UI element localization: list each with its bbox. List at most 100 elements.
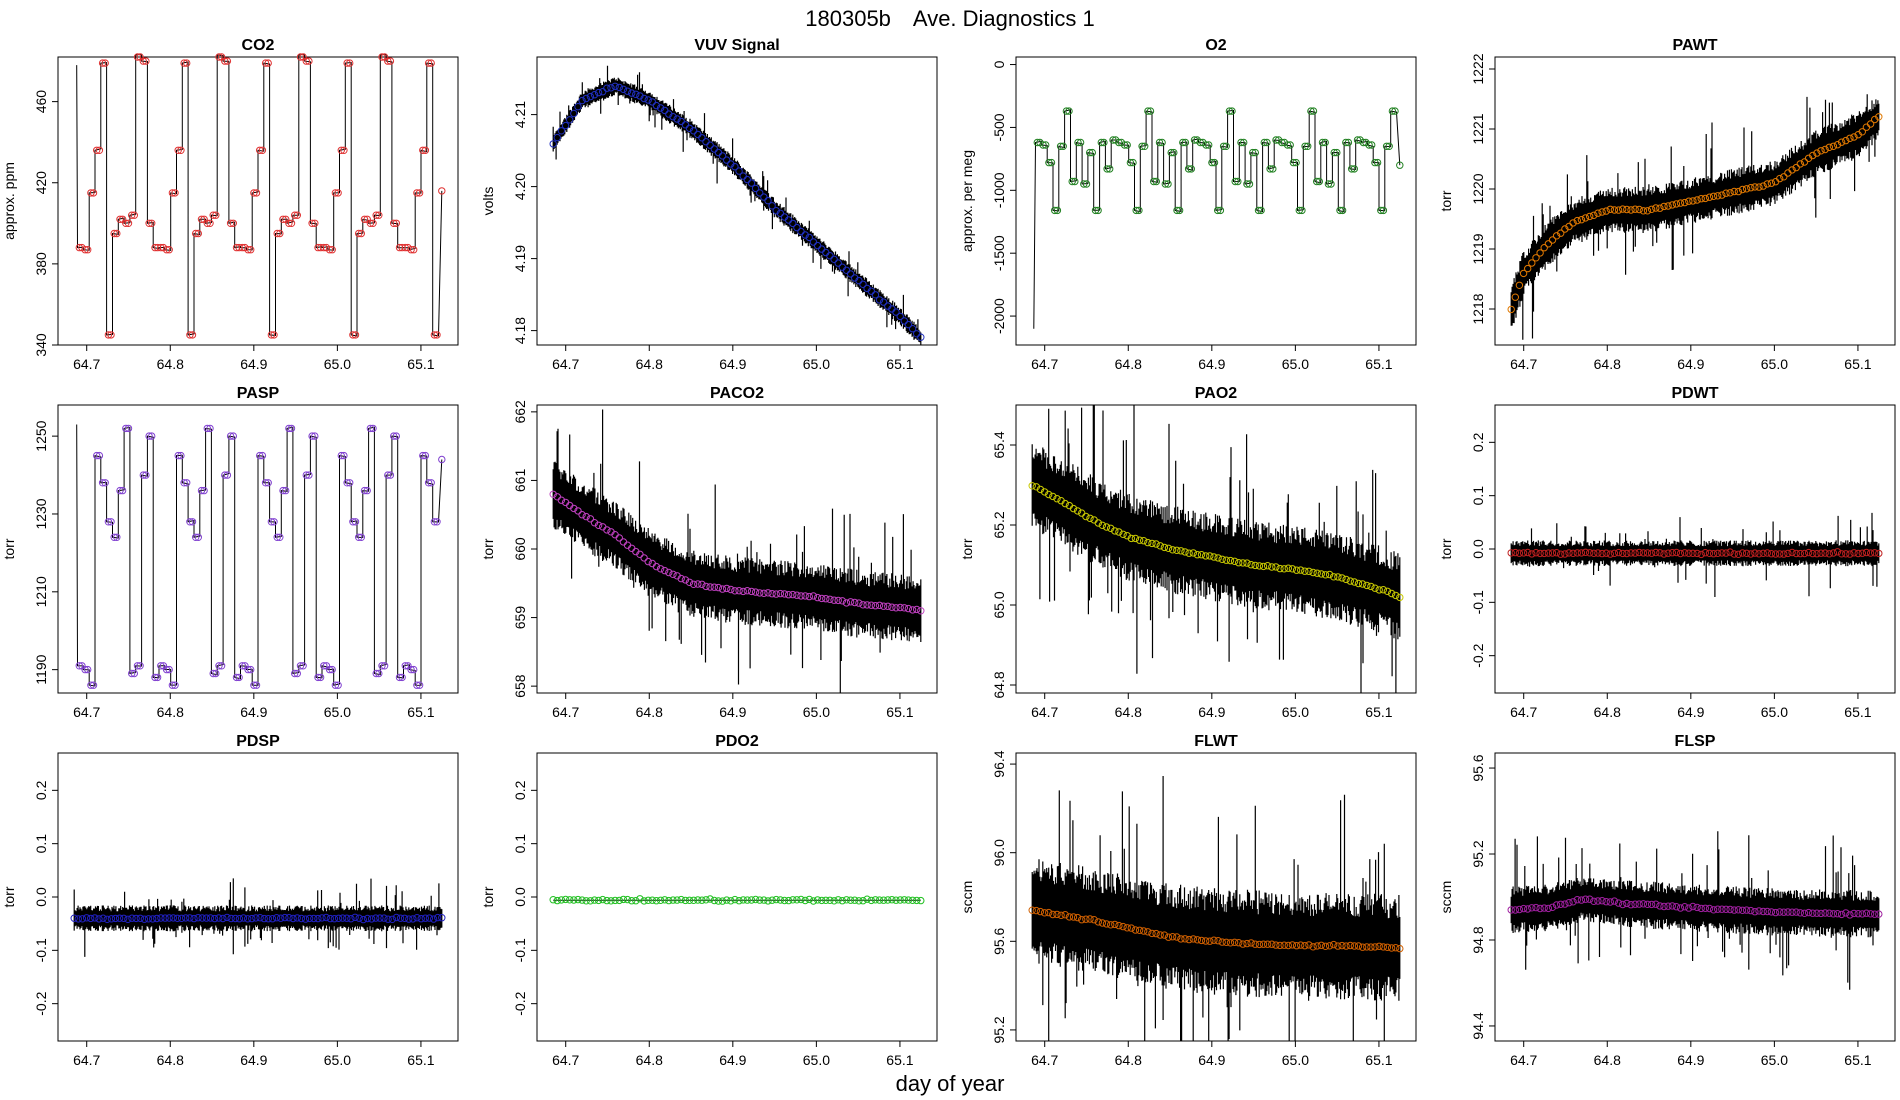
average-point — [1742, 549, 1751, 557]
average-point — [1862, 909, 1871, 917]
average-point — [603, 896, 611, 905]
average-point — [1344, 138, 1353, 147]
average-point — [1135, 536, 1144, 544]
average-point — [343, 914, 351, 922]
average-point — [247, 246, 255, 254]
average-point — [1042, 141, 1050, 149]
average-point — [1065, 107, 1073, 115]
average-point — [859, 897, 867, 905]
average-point — [1631, 549, 1639, 557]
average-point — [1155, 138, 1164, 147]
x-tick-label: 64.8 — [1594, 1052, 1621, 1068]
average-point — [1540, 549, 1548, 558]
x-tick-label: 65.0 — [1282, 704, 1309, 720]
average-point — [681, 576, 690, 584]
average-point — [1338, 206, 1347, 215]
average-point — [1647, 549, 1656, 557]
x-tick-label: 64.8 — [636, 1052, 663, 1068]
average-point — [1073, 913, 1082, 922]
average-point — [1656, 902, 1664, 910]
average-point — [334, 189, 342, 197]
average-point — [586, 92, 595, 101]
average-point — [1755, 550, 1763, 558]
y-tick-label: 95.2 — [1470, 840, 1486, 867]
average-point — [1829, 549, 1838, 557]
average-point — [632, 90, 640, 99]
average-point — [661, 566, 669, 575]
average-point — [830, 897, 838, 905]
average-point — [104, 331, 113, 339]
y-axis-label: torr — [1, 538, 17, 559]
average-point — [318, 914, 326, 922]
average-point — [904, 320, 913, 329]
average-point — [1120, 141, 1129, 149]
average-point — [177, 146, 185, 155]
average-point — [1342, 138, 1350, 147]
average-point — [652, 897, 661, 905]
average-point — [282, 486, 290, 495]
average-point — [1792, 908, 1800, 916]
average-point — [1586, 895, 1594, 903]
average-point — [1392, 591, 1400, 600]
average-point — [636, 895, 644, 903]
y-axis-label: approx. ppm — [1, 162, 17, 240]
average-point — [1091, 206, 1100, 215]
average-point — [751, 895, 760, 904]
y-tick-label: 4.18 — [512, 317, 528, 344]
average-point — [355, 229, 363, 238]
average-point — [656, 565, 665, 573]
average-point — [1619, 900, 1627, 909]
average-point — [710, 896, 718, 905]
y-tick-label: 1210 — [33, 576, 49, 607]
average-point — [84, 246, 92, 254]
average-point — [743, 896, 751, 904]
average-point — [1598, 208, 1606, 216]
average-point — [1106, 165, 1114, 173]
x-tick-label: 64.9 — [1198, 356, 1225, 372]
average-point — [1251, 561, 1259, 570]
average-point — [1240, 138, 1248, 147]
average-point — [1245, 180, 1254, 188]
average-point — [1668, 201, 1677, 209]
average-point — [171, 681, 179, 689]
y-tick-label: 1218 — [1470, 293, 1486, 324]
average-point — [603, 526, 611, 534]
average-point — [1377, 206, 1385, 215]
average-point — [586, 515, 595, 523]
plot-frame — [1494, 56, 1896, 346]
average-point — [287, 424, 296, 433]
average-point — [1324, 180, 1333, 188]
average-point — [1040, 909, 1049, 917]
average-point — [173, 914, 182, 922]
average-point — [1780, 908, 1788, 916]
y-tick-label: 95.2 — [991, 1016, 1007, 1043]
average-point — [1784, 549, 1792, 558]
average-point — [1676, 549, 1685, 558]
average-point — [801, 592, 809, 600]
average-point — [1751, 549, 1759, 557]
average-point — [611, 896, 619, 905]
average-point — [1528, 550, 1536, 558]
average-point — [1379, 206, 1388, 215]
average-point — [285, 914, 293, 922]
average-point — [1268, 563, 1276, 571]
average-point — [1062, 107, 1071, 115]
average-point — [818, 896, 826, 905]
average-point — [1734, 550, 1743, 558]
average-point — [1123, 141, 1131, 149]
average-point — [1216, 206, 1225, 215]
average-point — [165, 914, 173, 922]
average-point — [419, 451, 427, 460]
average-point — [281, 913, 289, 922]
average-point — [1391, 107, 1399, 115]
average-point — [855, 599, 863, 607]
average-point — [1181, 138, 1190, 147]
average-point — [398, 243, 406, 252]
average-point — [438, 187, 446, 195]
average-point — [1272, 941, 1280, 949]
average-point — [1396, 161, 1404, 169]
average-point — [1664, 202, 1672, 210]
average-point — [723, 156, 731, 164]
average-point — [215, 662, 223, 670]
average-point — [1862, 548, 1871, 557]
